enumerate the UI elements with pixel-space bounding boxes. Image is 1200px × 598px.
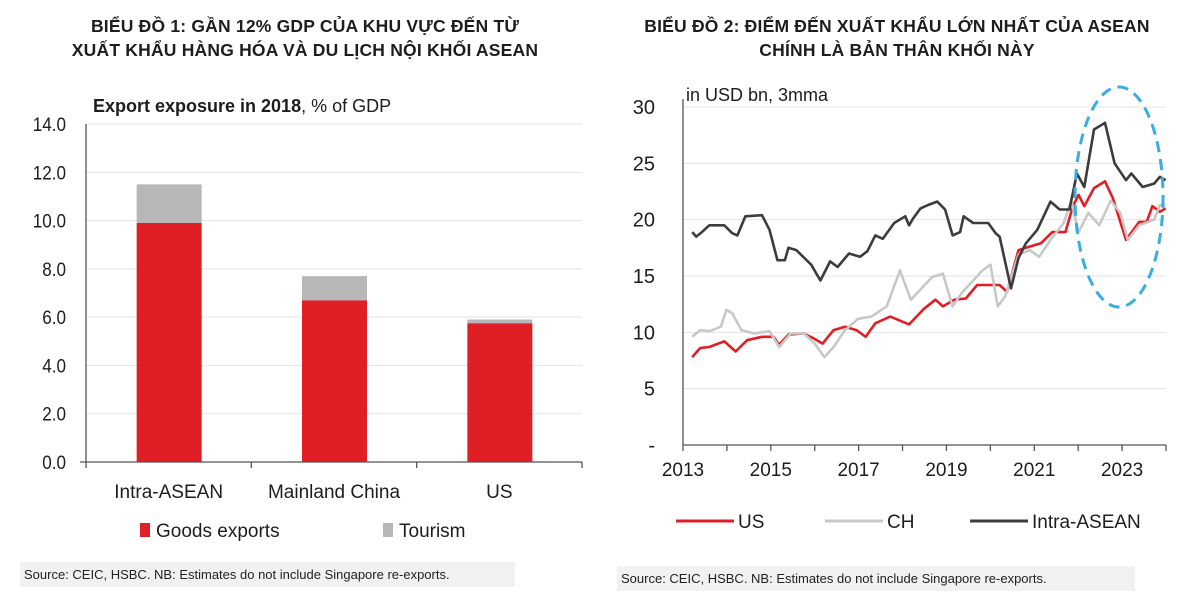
- y-tick-label: 2.0: [42, 404, 66, 425]
- chart2-title-line1: BIỂU ĐỒ 2: ĐIỂM ĐẾN XUẤT KHẨU LỚN NHẤT C…: [644, 16, 1150, 36]
- x-tick-label: 2017: [837, 460, 879, 481]
- chart1-source: Source: CEIC, HSBC. NB: Estimates do not…: [20, 562, 515, 587]
- bar-chart: Export exposure in 2018, % of GDP 0.0 2.0…: [33, 96, 583, 542]
- line-intra-asean: [691, 121, 1167, 290]
- x-tick-label: 2019: [925, 460, 967, 481]
- x-tick-label: 2021: [1013, 460, 1055, 481]
- line-chart-subtitle: in USD bn, 3mma: [686, 85, 829, 105]
- y-tick-label: 25: [633, 153, 655, 175]
- x-category-label: US: [486, 482, 512, 503]
- legend-label: US: [738, 512, 764, 533]
- legend-label: Tourism: [399, 521, 466, 542]
- bar-tourism: [302, 276, 367, 301]
- y-tick-label: 12.0: [33, 162, 66, 183]
- bar-goods-exports: [467, 323, 533, 462]
- bar-chart-subtitle-rest: , % of GDP: [301, 96, 391, 116]
- chart1-title: BIỂU ĐỒ 1: GẦN 12% GDP CỦA KHU VỰC ĐẾN T…: [20, 14, 590, 62]
- legend-label: Goods exports: [156, 521, 280, 542]
- y-tick-label: 4.0: [42, 356, 66, 377]
- y-tick-label: 0.0: [42, 452, 66, 473]
- y-tick-label: 8.0: [42, 259, 66, 280]
- y-tick-label: -: [648, 435, 655, 457]
- bar-chart-subtitle: Export exposure in 2018, % of GDP: [93, 96, 391, 116]
- bar-chart-subtitle-bold: Export exposure in 2018: [93, 96, 301, 116]
- y-tick-label: 20: [633, 210, 655, 232]
- x-category-label: Mainland China: [268, 482, 400, 503]
- y-tick-label: 30: [633, 97, 655, 119]
- x-tick-label: 2015: [750, 460, 792, 481]
- chart2-title-line2: CHÍNH LÀ BẢN THÂN KHỐI NÀY: [759, 40, 1035, 60]
- x-category-label: Intra-ASEAN: [114, 482, 223, 503]
- y-tick-label: 10: [633, 322, 655, 344]
- legend-label: CH: [887, 512, 914, 533]
- legend-label: Intra-ASEAN: [1032, 512, 1141, 533]
- x-tick-label: 2023: [1101, 460, 1143, 481]
- bar-goods-exports: [302, 300, 367, 462]
- chart1-title-line1: BIỂU ĐỒ 1: GẦN 12% GDP CỦA KHU VỰC ĐẾN T…: [90, 16, 520, 36]
- y-tick-label: 6.0: [42, 307, 66, 328]
- line-ch: [691, 199, 1166, 359]
- y-tick-label: 14.0: [33, 114, 66, 135]
- bar-tourism: [467, 319, 533, 324]
- highlight-ellipse: [1073, 85, 1165, 309]
- y-tick-label: 10.0: [33, 211, 66, 232]
- legend-swatch: [383, 523, 393, 537]
- line-us: [691, 180, 1167, 358]
- legend-swatch: [140, 523, 150, 537]
- chart1-title-line2: XUẤT KHẨU HÀNG HÓA VÀ DU LỊCH NỘI KHỐI A…: [71, 40, 539, 60]
- bar-tourism: [136, 184, 202, 223]
- y-tick-label: 5: [644, 379, 655, 401]
- chart2-title: BIỂU ĐỒ 2: ĐIỂM ĐẾN XUẤT KHẨU LỚN NHẤT C…: [612, 14, 1182, 62]
- bar-goods-exports: [136, 222, 202, 462]
- y-tick-label: 15: [633, 266, 655, 288]
- chart2-source: Source: CEIC, HSBC. NB: Estimates do not…: [617, 566, 1135, 591]
- x-tick-label: 2013: [662, 460, 704, 481]
